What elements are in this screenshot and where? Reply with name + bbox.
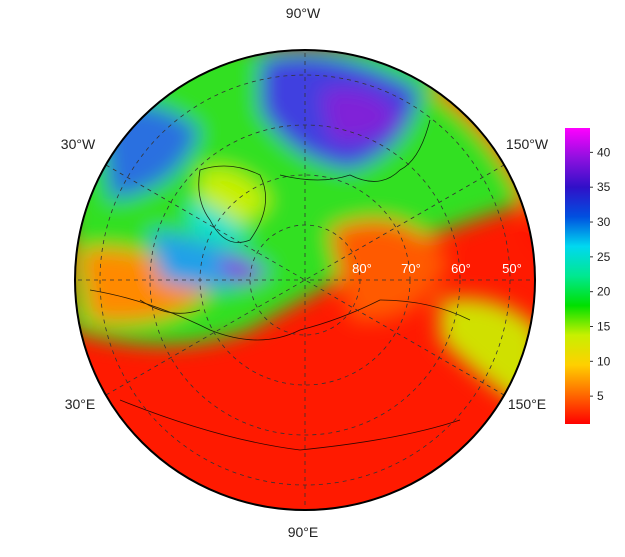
colorbar-tick-label: 35	[597, 180, 611, 194]
colorbar-tick-label: 25	[597, 250, 611, 264]
field	[75, 50, 535, 510]
colorbar-tick-label: 40	[597, 145, 611, 159]
latitude-label: 70°	[401, 261, 421, 276]
colorbar-tick-label: 5	[597, 389, 604, 403]
colorbar-tick-label: 10	[597, 354, 611, 368]
latitude-label: 60°	[451, 261, 471, 276]
map-border	[74, 49, 536, 511]
colorbar-scale	[565, 128, 590, 424]
colorbar-tick-label: 15	[597, 319, 611, 333]
longitude-label: 150°W	[506, 136, 549, 152]
latitude-label: 80°	[352, 261, 372, 276]
longitude-label: 30°W	[61, 136, 96, 152]
longitude-label: 90°W	[286, 5, 321, 21]
colorbar: 5 10 15 20 25 30 35 40	[565, 128, 611, 424]
colorbar-tick-label: 20	[597, 285, 611, 299]
longitude-label: 150°E	[508, 396, 546, 412]
longitude-label: 30°E	[65, 396, 96, 412]
latitude-label: 50°	[502, 261, 522, 276]
longitude-label: 90°E	[288, 524, 319, 540]
colorbar-tick-label: 30	[597, 215, 611, 229]
